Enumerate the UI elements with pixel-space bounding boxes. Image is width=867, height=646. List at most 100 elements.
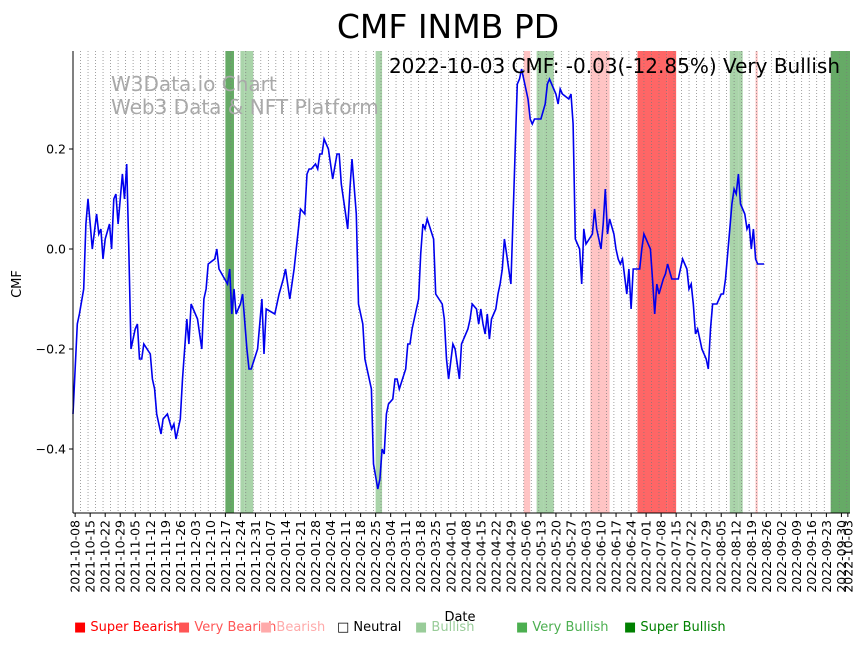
watermark: W3Data.io Chart Web3 Data & NFT Platform <box>111 72 379 119</box>
signal-bands <box>225 51 850 513</box>
legend-item-super-bullish: ■ Super Bullish <box>624 620 726 635</box>
x-tick-label: 2022-01-14 <box>278 520 293 593</box>
legend-swatch: ■ <box>516 620 533 635</box>
legend-item-neutral: □ Neutral <box>337 620 401 635</box>
y-tick-label: 0.2 <box>46 142 66 157</box>
x-tick-label: 2022-04-22 <box>488 520 503 593</box>
x-tick-label: 2022-07-22 <box>684 520 699 593</box>
y-tick-label: 0.0 <box>46 242 66 257</box>
x-tick-label: 2022-09-09 <box>789 520 804 593</box>
x-tick-label: 2022-06-17 <box>609 520 624 593</box>
x-tick-label: 2022-07-29 <box>699 520 714 593</box>
x-tick-label: 2021-10-29 <box>113 520 128 593</box>
legend-label: Super Bullish <box>640 620 726 635</box>
legend-label: Very Bearish <box>194 620 277 635</box>
x-tick-label: 2022-08-12 <box>729 520 744 593</box>
x-tick-label: 2022-01-28 <box>308 520 323 593</box>
x-tick-label: 2021-12-03 <box>188 520 203 593</box>
y-tick-label: −0.4 <box>36 442 66 457</box>
x-tick-label: 2022-02-04 <box>323 520 338 593</box>
x-tick-label: 2021-12-17 <box>218 520 233 593</box>
x-tick-label: 2022-01-21 <box>293 520 308 593</box>
x-tick-label: 2021-11-19 <box>158 520 173 593</box>
x-tick-label: 2022-05-06 <box>518 520 533 593</box>
latest-value-annotation: 2022-10-03 CMF: -0.03(-12.85%) Very Bull… <box>389 54 840 78</box>
legend-label: Very Bullish <box>532 620 609 635</box>
x-tick-label: 2022-04-15 <box>473 520 488 593</box>
y-ticks: −0.4 −0.2 0.0 0.2 <box>36 142 73 457</box>
y-axis-label: CMF <box>10 270 25 298</box>
legend-item-very-bearish: ■ Very Bearish <box>178 620 276 635</box>
x-tick-label: 2021-11-05 <box>128 520 143 593</box>
x-tick-label: 2022-04-29 <box>503 520 518 593</box>
x-tick-label: 2022-05-13 <box>533 520 548 593</box>
x-tick-label: 2022-02-18 <box>353 520 368 593</box>
watermark-line-2: Web3 Data & NFT Platform <box>111 95 379 119</box>
x-tick-label: 2022-07-15 <box>669 520 684 593</box>
legend-label: Bullish <box>431 620 475 635</box>
x-tick-label: 2022-04-08 <box>458 520 473 593</box>
x-tick-label: 2022-02-25 <box>368 520 383 593</box>
x-tick-label: 2022-06-10 <box>594 520 609 593</box>
x-tick-label: 2022-09-30 <box>834 520 849 593</box>
legend-swatch: ■ <box>624 620 641 635</box>
signal-band-bullish <box>240 51 245 513</box>
x-tick-label: 2021-10-15 <box>83 520 98 593</box>
x-tick-label: 2022-02-11 <box>338 520 353 593</box>
x-tick-label: 2022-05-20 <box>548 520 563 593</box>
x-tick-label: 2022-10-03 <box>840 520 855 593</box>
watermark-line-1: W3Data.io Chart <box>111 72 277 96</box>
x-tick-label: 2022-09-02 <box>774 520 789 593</box>
legend-label: Bearish <box>276 620 326 635</box>
x-tick-label: 2021-10-22 <box>98 520 113 593</box>
x-tick-label: 2021-12-24 <box>233 520 248 593</box>
x-tick-label: 2021-11-12 <box>143 520 158 593</box>
chart-title: CMF INMB PD <box>337 7 559 46</box>
legend-swatch: □ <box>337 620 354 635</box>
x-tick-label: 2022-03-04 <box>383 520 398 593</box>
signal-band-bullish <box>738 51 743 513</box>
legend-label: Super Bearish <box>90 620 182 635</box>
x-tick-label: 2022-08-05 <box>714 520 729 593</box>
x-tick-label: 2021-11-26 <box>173 520 188 593</box>
legend-label: Neutral <box>353 620 402 635</box>
x-tick-label: 2021-12-10 <box>203 520 218 593</box>
x-tick-label: 2022-06-03 <box>578 520 593 593</box>
cmf-series-line <box>72 68 765 490</box>
signal-band-bullish <box>249 51 254 513</box>
x-tick-label: 2022-06-24 <box>624 520 639 593</box>
x-tick-label: 2022-03-25 <box>428 520 443 593</box>
signal-legend: ■ Super Bearish ■ Very Bearish ■ Bearish □ … <box>0 620 867 640</box>
x-tick-label: 2022-07-01 <box>639 520 654 593</box>
x-tick-label: 2022-09-16 <box>804 520 819 593</box>
x-tick-label: 2022-09-23 <box>819 520 834 593</box>
y-tick-label: −0.2 <box>36 342 66 357</box>
legend-item-super-bearish: ■ Super Bearish <box>74 620 182 635</box>
signal-band-bullish <box>543 51 554 513</box>
legend-swatch: ■ <box>260 620 277 635</box>
signal-band-bearish <box>523 51 531 513</box>
signal-band-bullish <box>536 51 544 513</box>
x-tick-label: 2022-08-26 <box>759 520 774 593</box>
x-tick-label: 2022-08-19 <box>744 520 759 593</box>
axes <box>72 51 850 514</box>
x-tick-label: 2022-05-27 <box>563 520 578 593</box>
signal-band-very-bearish <box>667 51 677 513</box>
legend-swatch: ■ <box>74 620 91 635</box>
signal-band-bullish <box>375 51 383 513</box>
vertical-gridlines <box>72 51 848 513</box>
x-tick-label: 2022-04-01 <box>443 520 458 593</box>
x-tick-label: 2022-07-08 <box>654 520 669 593</box>
x-ticks: 2021-10-08 2021-10-15 2021-10-22 2021-10-29… <box>68 513 855 593</box>
x-tick-label: 2021-10-08 <box>68 520 83 593</box>
legend-swatch: ■ <box>178 620 195 635</box>
legend-swatch: ■ <box>415 620 432 635</box>
signal-band-super-bullish <box>830 51 850 513</box>
x-tick-label: 2022-03-11 <box>398 520 413 593</box>
legend-item-bullish: ■ Bullish <box>415 620 474 635</box>
x-tick-label: 2021-12-31 <box>248 520 263 593</box>
legend-item-bearish: ■ Bearish <box>260 620 325 635</box>
signal-band-bearish <box>590 51 610 513</box>
x-tick-label: 2022-03-18 <box>413 520 428 593</box>
